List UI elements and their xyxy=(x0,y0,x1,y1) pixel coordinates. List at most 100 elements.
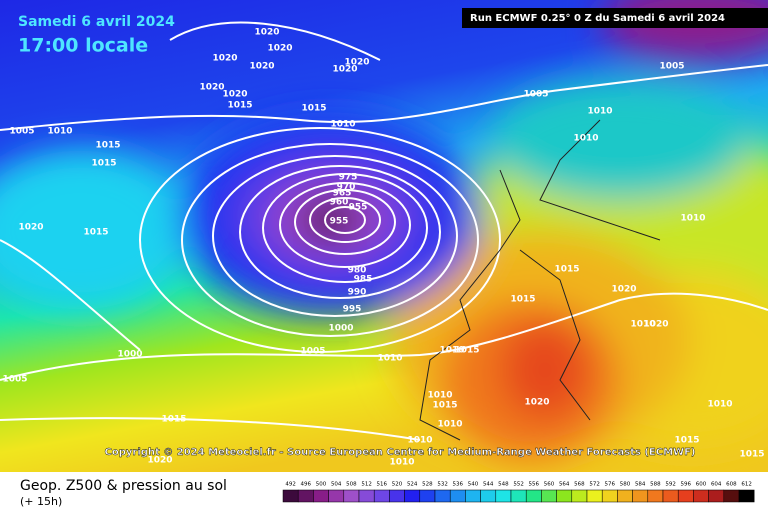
isobar-label: 1010 xyxy=(330,120,355,130)
legend-label: 568 xyxy=(574,482,585,488)
legend-label: 512 xyxy=(361,482,372,488)
legend-label: 520 xyxy=(392,482,403,488)
footer-lead: (+ 15h) xyxy=(20,495,62,508)
legend-label: 532 xyxy=(437,482,448,488)
legend-label: 524 xyxy=(407,482,418,488)
isobar-label: 990 xyxy=(348,288,367,298)
isobar-label: 1020 xyxy=(643,320,668,330)
isobar-label: 1010 xyxy=(439,346,464,356)
isobar-label: 1005 xyxy=(9,127,34,137)
legend-label: 584 xyxy=(635,482,646,488)
legend-label: 612 xyxy=(741,482,752,488)
legend-swatch xyxy=(541,489,557,503)
legend-swatch xyxy=(708,489,725,503)
isobar-label: 1020 xyxy=(212,54,237,64)
legend-swatch xyxy=(723,489,740,503)
time: 17:00 locale xyxy=(18,35,148,57)
legend-swatch xyxy=(586,489,603,503)
legend-label: 540 xyxy=(468,482,479,488)
isobar-label: 1015 xyxy=(91,159,116,169)
isobar-label: 1010 xyxy=(407,436,432,446)
date: Samedi 6 avril 2024 xyxy=(18,14,175,30)
isobar-label: 1010 xyxy=(47,127,72,137)
legend-label: 600 xyxy=(696,482,707,488)
legend-label: 496 xyxy=(301,482,312,488)
legend-label: 504 xyxy=(331,482,342,488)
legend-label: 508 xyxy=(346,482,357,488)
legend-label: 560 xyxy=(544,482,555,488)
legend-swatch xyxy=(358,489,375,503)
legend-label: 548 xyxy=(498,482,509,488)
legend-label: 576 xyxy=(605,482,616,488)
legend-swatch xyxy=(510,489,527,503)
isobar-label: 1020 xyxy=(249,62,274,72)
legend-swatch xyxy=(343,489,360,503)
isobar-label: 1010 xyxy=(573,134,598,144)
isobar-label: 1015 xyxy=(554,265,579,275)
isobar-label: 1015 xyxy=(674,436,699,446)
run-box xyxy=(462,8,768,28)
isobar-label: 1020 xyxy=(267,44,292,54)
legend-swatch xyxy=(465,489,481,503)
isobar-label: 1020 xyxy=(611,285,636,295)
isobar-label: 1015 xyxy=(739,450,764,460)
isobar-label: 985 xyxy=(354,275,373,285)
legend-swatch xyxy=(662,489,679,503)
legend-swatch xyxy=(419,489,436,503)
isobar-label: 1010 xyxy=(707,400,732,410)
isobar-label: 980 xyxy=(348,266,367,276)
legend-label: 536 xyxy=(453,482,464,488)
run-info: Run ECMWF 0.25° 0 Z du Samedi 6 avril 20… xyxy=(470,13,725,24)
isobars xyxy=(0,21,768,441)
isobar-label: 1010 xyxy=(427,391,452,401)
isobar-label: 1020 xyxy=(254,28,279,38)
isobar-label: 1000 xyxy=(328,324,353,334)
footer-title: Geop. Z500 & pression au sol xyxy=(20,478,227,494)
isobar-label: 965 xyxy=(333,189,352,199)
legend-label: 588 xyxy=(650,482,661,488)
legend-label: 580 xyxy=(620,482,631,488)
isobar-label: 1010 xyxy=(630,320,655,330)
legend-label: 596 xyxy=(681,482,692,488)
color-legend: 492 496 500 504 508 512 516 520 524 528 532 536 540 5… xyxy=(282,482,755,503)
legend-swatch xyxy=(693,489,709,503)
legend-label: 604 xyxy=(711,482,722,488)
legend-swatch xyxy=(632,489,649,503)
legend-swatch xyxy=(480,489,497,503)
isobar-label: 975 xyxy=(339,173,358,183)
legend-swatch xyxy=(601,489,618,503)
legend-swatch xyxy=(373,489,390,503)
legend-swatch xyxy=(495,489,512,503)
legend-swatch xyxy=(389,489,405,503)
isobar-label: 1015 xyxy=(510,295,535,305)
legend-swatch xyxy=(738,489,755,503)
legend-swatch xyxy=(525,489,542,503)
isobar-label: 1020 xyxy=(222,90,247,100)
isobar-label: 1000 xyxy=(117,350,142,360)
legend-label: 544 xyxy=(483,482,494,488)
legend-swatch xyxy=(313,489,329,503)
legend-swatch xyxy=(434,489,451,503)
isobar-label: 1015 xyxy=(95,141,120,151)
legend-label: 556 xyxy=(529,482,540,488)
isobar-label: 1005 xyxy=(523,90,548,100)
legend-swatch xyxy=(617,489,633,503)
legend-swatch xyxy=(571,489,588,503)
isobar-label: 955 xyxy=(349,203,368,213)
legend-label: 492 xyxy=(285,482,296,488)
legend-label: 516 xyxy=(377,482,388,488)
isobar-label: 1005 xyxy=(300,347,325,357)
legend-swatch xyxy=(556,489,573,503)
legend-swatch xyxy=(449,489,466,503)
isobar-label: 960 xyxy=(330,198,349,208)
legend-swatch xyxy=(297,489,314,503)
legend-swatch xyxy=(677,489,694,503)
isobar-label: 1015 xyxy=(301,104,326,114)
isobar-label: 1015 xyxy=(227,101,252,111)
isobar-label: 1010 xyxy=(377,354,402,364)
isobar-label: 1020 xyxy=(332,65,357,75)
legend-swatch xyxy=(282,489,299,503)
